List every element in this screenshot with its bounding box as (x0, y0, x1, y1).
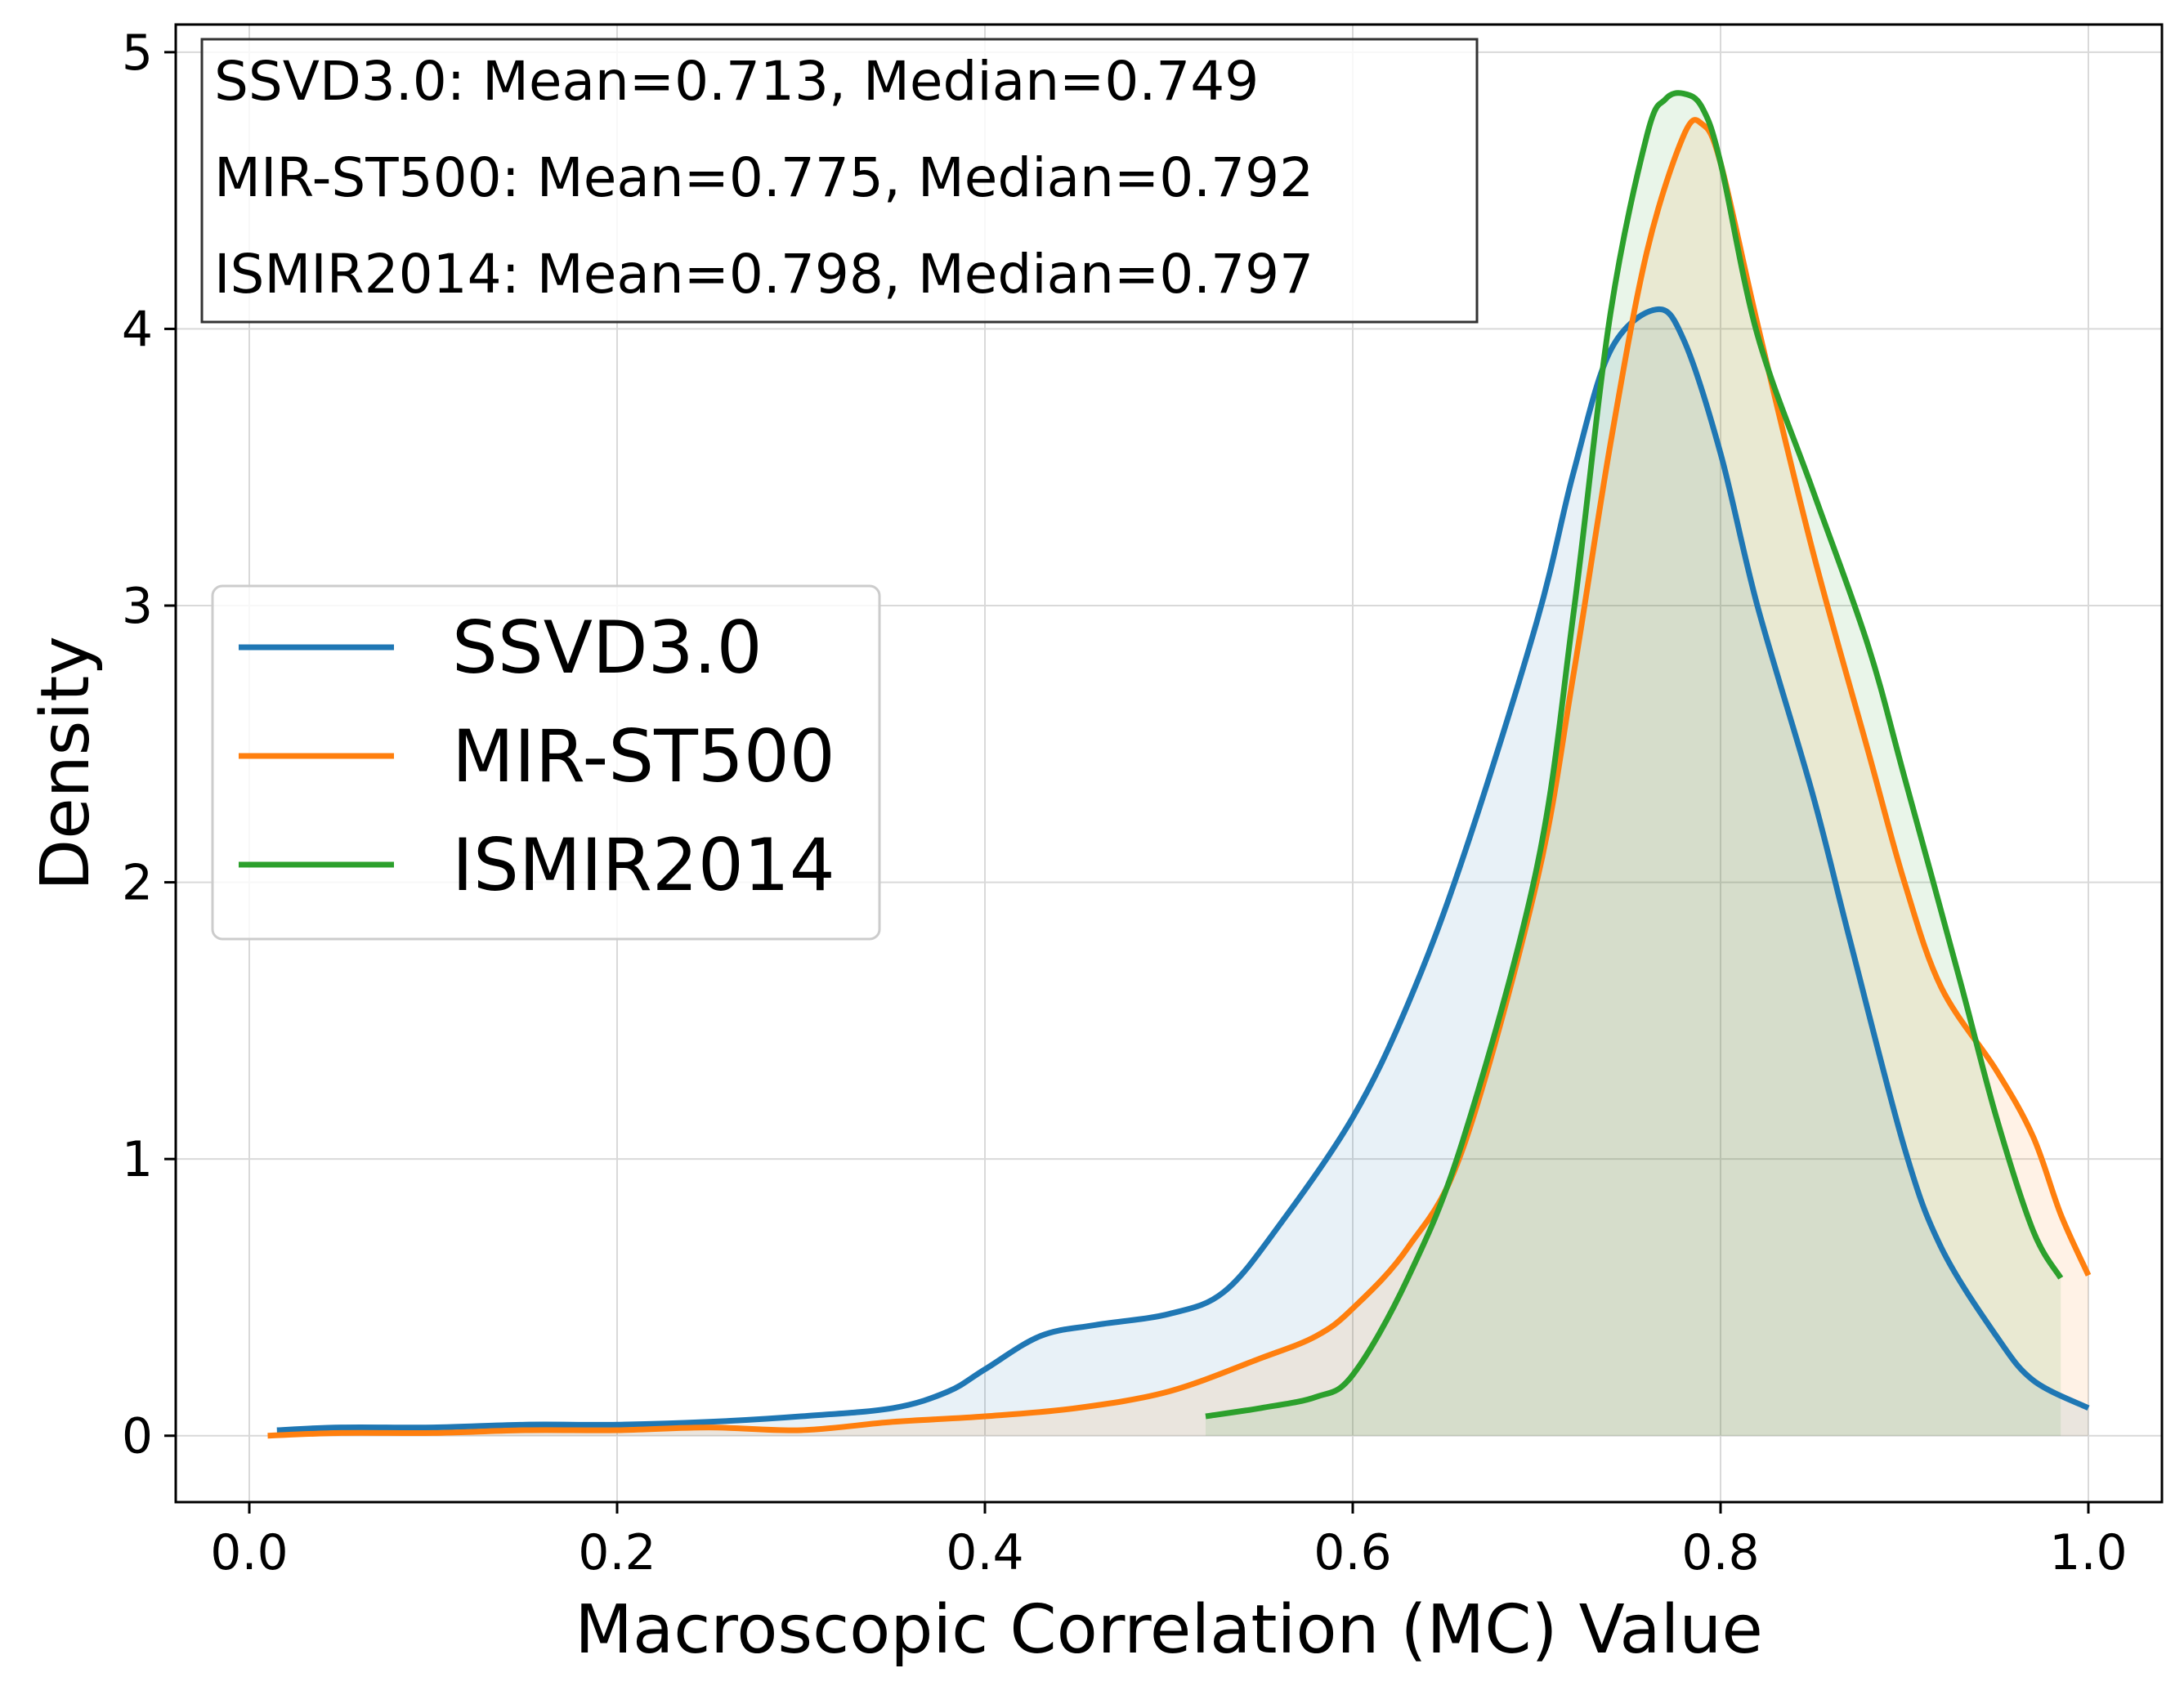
legend-frame (211, 584, 881, 941)
plot-frame (174, 23, 2164, 1504)
density-fill-mirst500 (267, 119, 2088, 1436)
legend-label-ismir2014: ISMIR2014 (452, 823, 835, 907)
density-line-mirst500 (267, 117, 2092, 1439)
stats-line-mirst500: MIR-ST500: Mean=0.775, Median=0.792 (214, 146, 1314, 209)
x-axis-ticks: 0.0 0.2 0.4 0.6 0.8 1.0 (210, 1502, 2128, 1581)
y-axis-ticks: 0 1 2 3 4 5 (122, 25, 176, 1465)
x-tick-label: 0.8 (1681, 1524, 1759, 1581)
x-tick-label: 0.6 (1314, 1524, 1391, 1581)
density-fills (267, 92, 2088, 1436)
stats-box: SSVD3.0: Mean=0.713, Median=0.749 MIR-ST… (200, 38, 1479, 324)
x-tick-label: 0.0 (210, 1524, 288, 1581)
stats-box-frame (200, 38, 1479, 324)
x-tick-label: 0.4 (946, 1524, 1023, 1581)
legend-label-mirst500: MIR-ST500 (452, 714, 835, 798)
density-fill-ssvd (276, 309, 2088, 1436)
x-axis-title: Macroscopic Correlation (MC) Value (575, 1591, 1763, 1669)
y-tick-label: 3 (122, 578, 153, 635)
x-tick-label: 1.0 (2049, 1524, 2127, 1581)
y-tick-label: 1 (122, 1131, 153, 1188)
density-line-ssvd (276, 306, 2090, 1433)
density-fill-ismir2014 (1206, 92, 2061, 1436)
y-tick-label: 2 (122, 855, 153, 912)
legend-label-ssvd: SSVD3.0 (452, 606, 763, 690)
x-tick-label: 0.2 (578, 1524, 656, 1581)
y-axis-title: Density (27, 636, 105, 891)
stats-line-ssvd: SSVD3.0: Mean=0.713, Median=0.749 (214, 50, 1259, 113)
legend: SSVD3.0 MIR-ST500 ISMIR2014 (211, 584, 881, 941)
density-lines (267, 90, 2092, 1439)
y-tick-label: 5 (122, 25, 153, 82)
y-tick-label: 4 (122, 301, 153, 358)
density-line-ismir2014 (1205, 90, 2064, 1420)
stats-line-ismir2014: ISMIR2014: Mean=0.798, Median=0.797 (214, 243, 1314, 306)
y-tick-label: 0 (122, 1408, 153, 1465)
